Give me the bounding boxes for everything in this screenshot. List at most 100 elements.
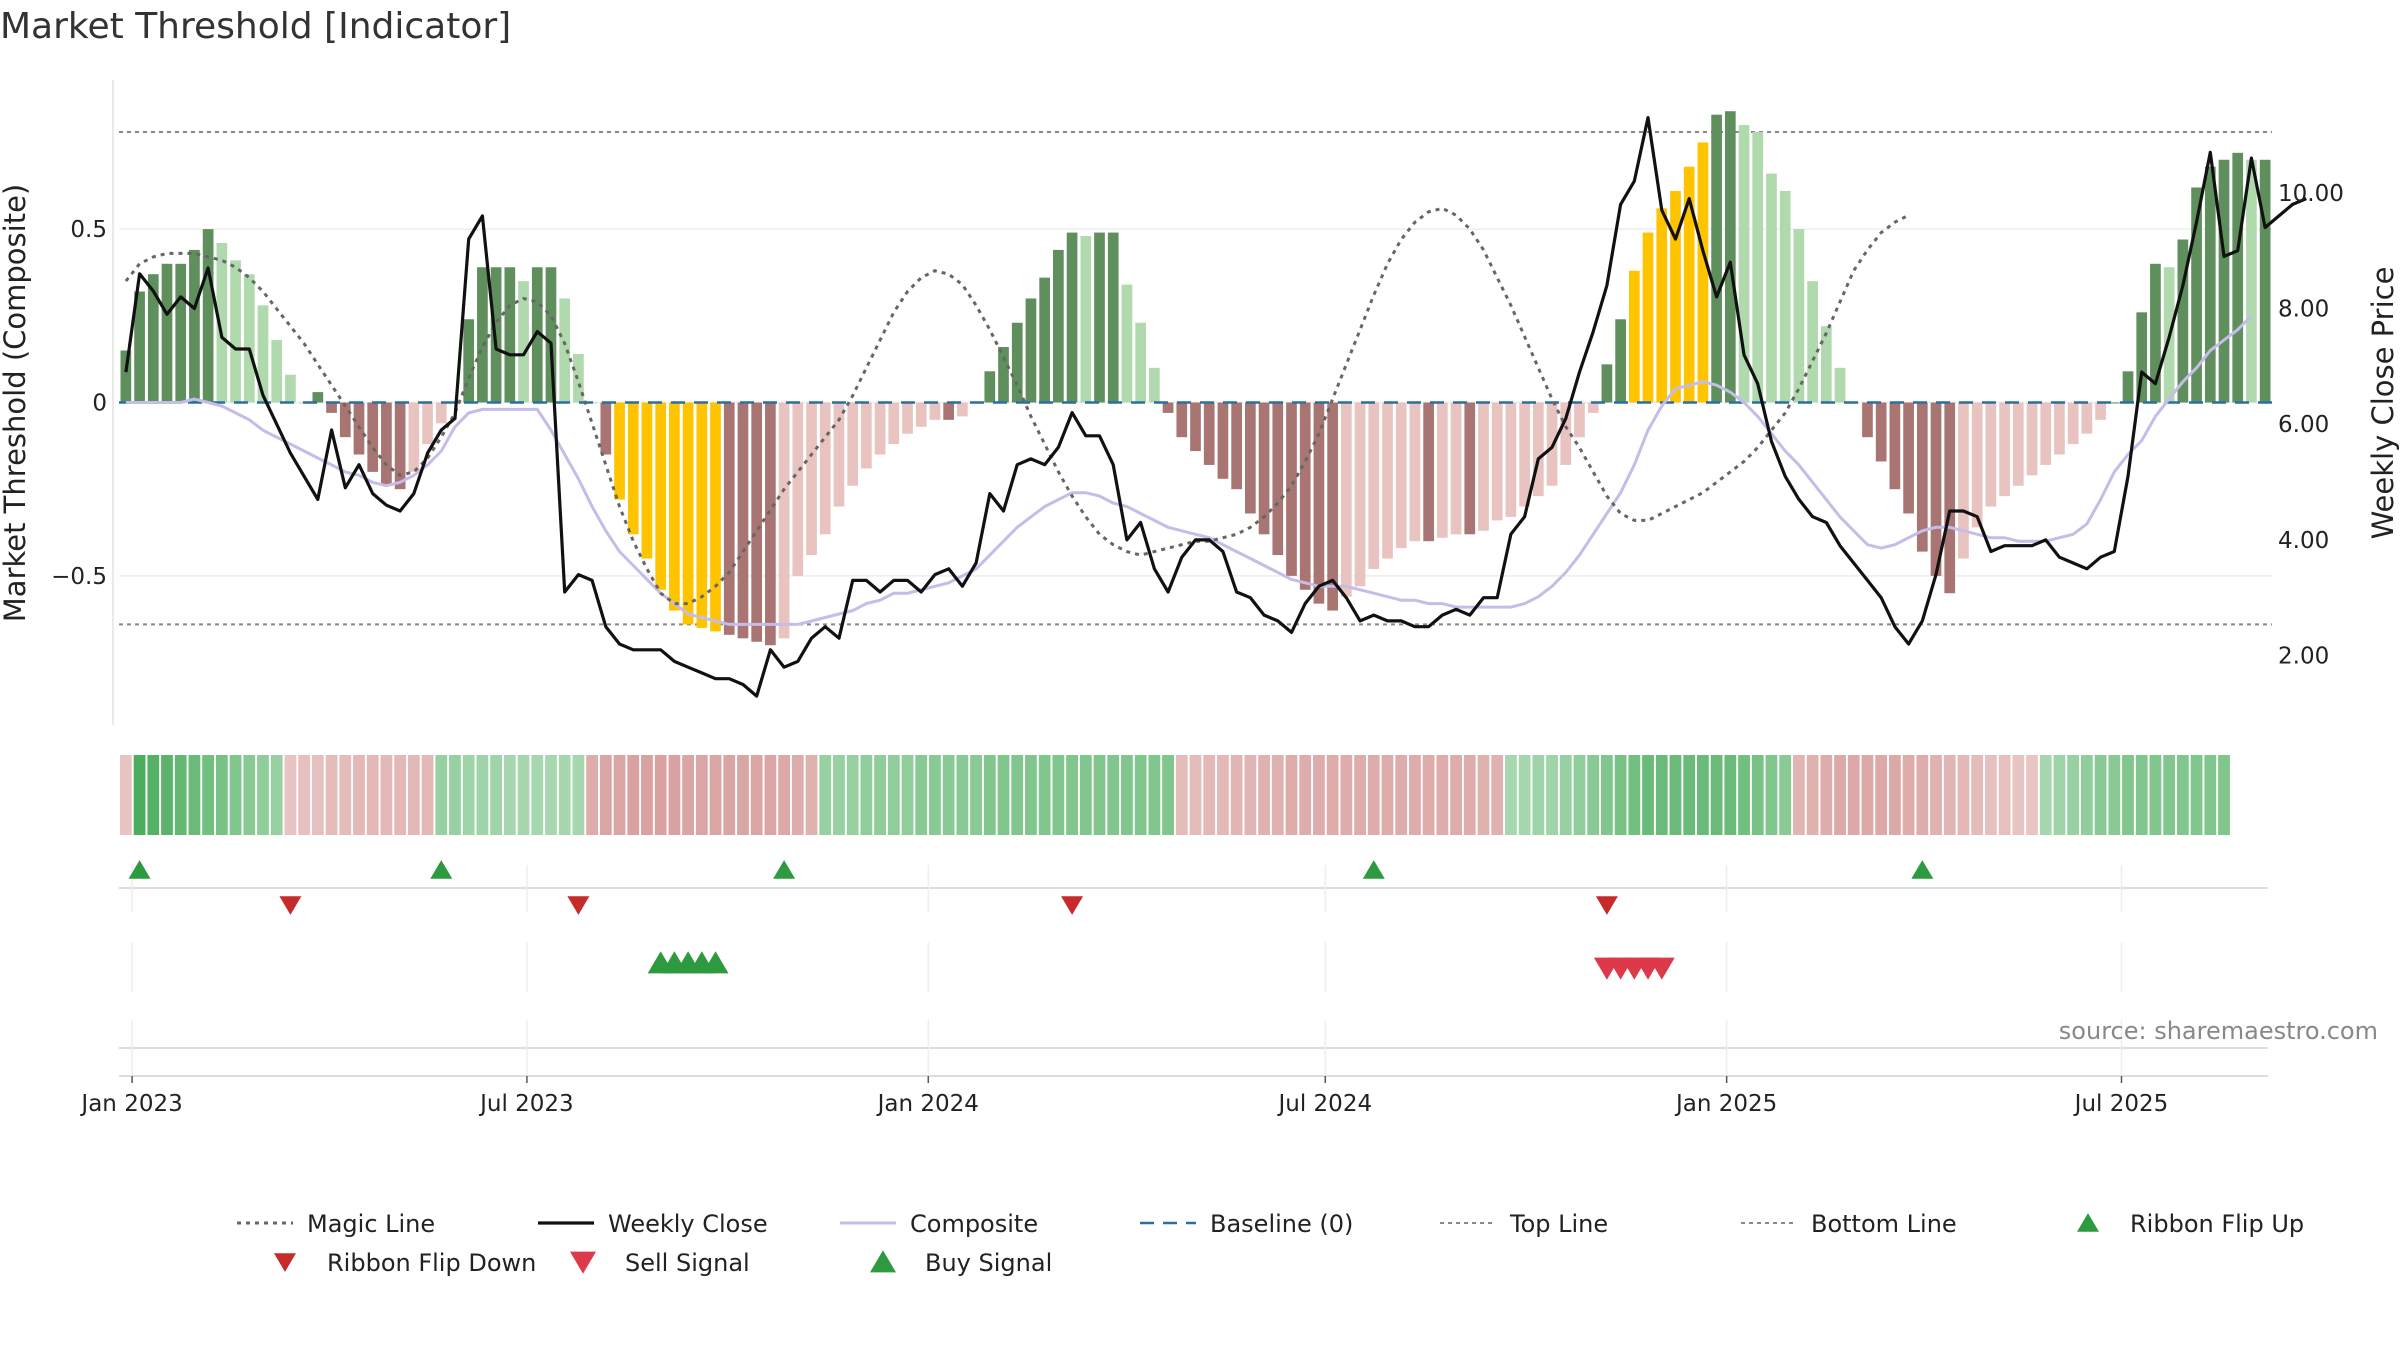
ribbon-cell — [558, 755, 571, 835]
ribbon-cell — [1724, 755, 1737, 835]
ribbon-cell — [1395, 755, 1408, 835]
ribbon-cell — [503, 755, 516, 835]
ribbon-cell — [188, 755, 201, 835]
ribbon-cell — [1779, 755, 1792, 835]
ribbon-cell — [339, 755, 352, 835]
composite-bar — [1889, 402, 1901, 490]
composite-bar — [1464, 402, 1476, 535]
composite-bar — [751, 402, 763, 642]
composite-bar — [271, 340, 283, 403]
composite-bar — [1149, 367, 1160, 403]
composite-bar — [2026, 402, 2038, 476]
composite-bar — [230, 260, 241, 403]
ribbon-cell — [970, 755, 982, 835]
ribbon-cell — [2122, 755, 2134, 835]
composite-bar — [367, 402, 379, 472]
ribbon-cell — [133, 755, 146, 835]
ribbon-cell — [407, 755, 420, 835]
ribbon-cell — [1491, 755, 1504, 835]
x-tick-label: Jul 2023 — [478, 1091, 574, 1117]
ribbon-cell — [1765, 755, 1778, 835]
composite-bar — [710, 402, 721, 632]
composite-bar — [2218, 159, 2230, 403]
composite-bar — [1574, 402, 1585, 438]
ribbon-cell — [2108, 755, 2121, 835]
ribbon-cell — [1683, 755, 1696, 835]
ribbon-cell — [1436, 755, 1449, 835]
ribbon-cell — [1875, 755, 1888, 835]
composite-bar — [189, 249, 200, 403]
ribbon-cell — [2080, 755, 2093, 835]
ribbon-cell — [1093, 755, 1106, 835]
ribbon-cell — [1642, 755, 1654, 835]
ribbon-cell — [1463, 755, 1476, 835]
ribbon-cell — [2053, 755, 2066, 835]
composite-bar — [2067, 402, 2079, 445]
y2-tick-label: 4.00 — [2278, 528, 2329, 554]
composite-bar — [1025, 298, 1037, 403]
composite-bar — [888, 402, 900, 445]
ribbon-cell — [119, 755, 132, 835]
ribbon-cell — [1532, 755, 1545, 835]
ribbon-flip-down-marker — [567, 896, 590, 915]
x-tick-label: Jul 2024 — [1276, 1091, 1372, 1117]
ribbon-flip-up-marker — [1911, 860, 1934, 879]
composite-bar — [957, 402, 968, 417]
composite-bar — [1203, 402, 1215, 465]
ribbon-cell — [956, 755, 969, 835]
ribbon-cell — [1134, 755, 1147, 835]
composite-bar — [600, 402, 612, 455]
composite-bar — [422, 402, 433, 445]
ribbon-cell — [805, 755, 818, 835]
y-tick-label: 0 — [92, 391, 107, 417]
ribbon-cell — [517, 755, 530, 835]
ribbon-cell — [1052, 755, 1065, 835]
composite-bar — [339, 402, 351, 438]
composite-bar — [2191, 187, 2202, 403]
composite-bar — [1601, 364, 1613, 403]
x-tick-label: Jan 2023 — [79, 1091, 182, 1117]
ribbon-cell — [325, 755, 338, 835]
legend-item-magic: Magic Line — [237, 1210, 435, 1238]
ribbon-cell — [366, 755, 379, 835]
ribbon-cell — [1696, 755, 1709, 835]
composite-bar — [655, 402, 667, 590]
legend-swatch — [2077, 1213, 2099, 1232]
composite-bar — [1450, 402, 1462, 535]
ribbon-cell — [929, 755, 941, 835]
ribbon-cell — [1217, 755, 1229, 835]
ribbon-cell — [243, 755, 256, 835]
composite-bar — [874, 402, 886, 455]
composite-bar — [120, 350, 132, 403]
ribbon-cell — [1916, 755, 1929, 835]
ribbon-cell — [791, 755, 804, 835]
x-tick-label: Jan 2024 — [876, 1091, 979, 1117]
composite-bar — [285, 374, 296, 403]
composite-bar — [175, 263, 187, 403]
ribbon-cell — [1614, 755, 1627, 835]
ribbon-cell — [1271, 755, 1284, 835]
composite-bar — [847, 402, 859, 486]
composite-bar — [1176, 402, 1188, 438]
ribbon-cell — [709, 755, 722, 835]
ribbon-cell — [1409, 755, 1421, 835]
y-tick-label: −0.5 — [51, 564, 107, 590]
composite-bar — [943, 402, 955, 420]
composite-bar — [998, 347, 1009, 403]
ribbon-cell — [394, 755, 407, 835]
ribbon-cell — [1230, 755, 1243, 835]
ribbon-cell — [846, 755, 859, 835]
composite-bar — [2122, 371, 2134, 403]
ribbon-cell — [1066, 755, 1078, 835]
composite-bar — [1656, 208, 1668, 403]
legend-item-sell: Sell Signal — [570, 1249, 750, 1277]
ribbon-cell — [613, 755, 626, 835]
composite-bar — [2150, 263, 2161, 403]
ribbon-cell — [1244, 755, 1257, 835]
composite-bar — [161, 263, 173, 403]
ribbon-cell — [1957, 755, 1970, 835]
ribbon-cell — [723, 755, 736, 835]
composite-bar — [2232, 152, 2244, 403]
legend-item-flip_down: Ribbon Flip Down — [274, 1249, 536, 1277]
ribbon-cell — [1381, 755, 1394, 835]
